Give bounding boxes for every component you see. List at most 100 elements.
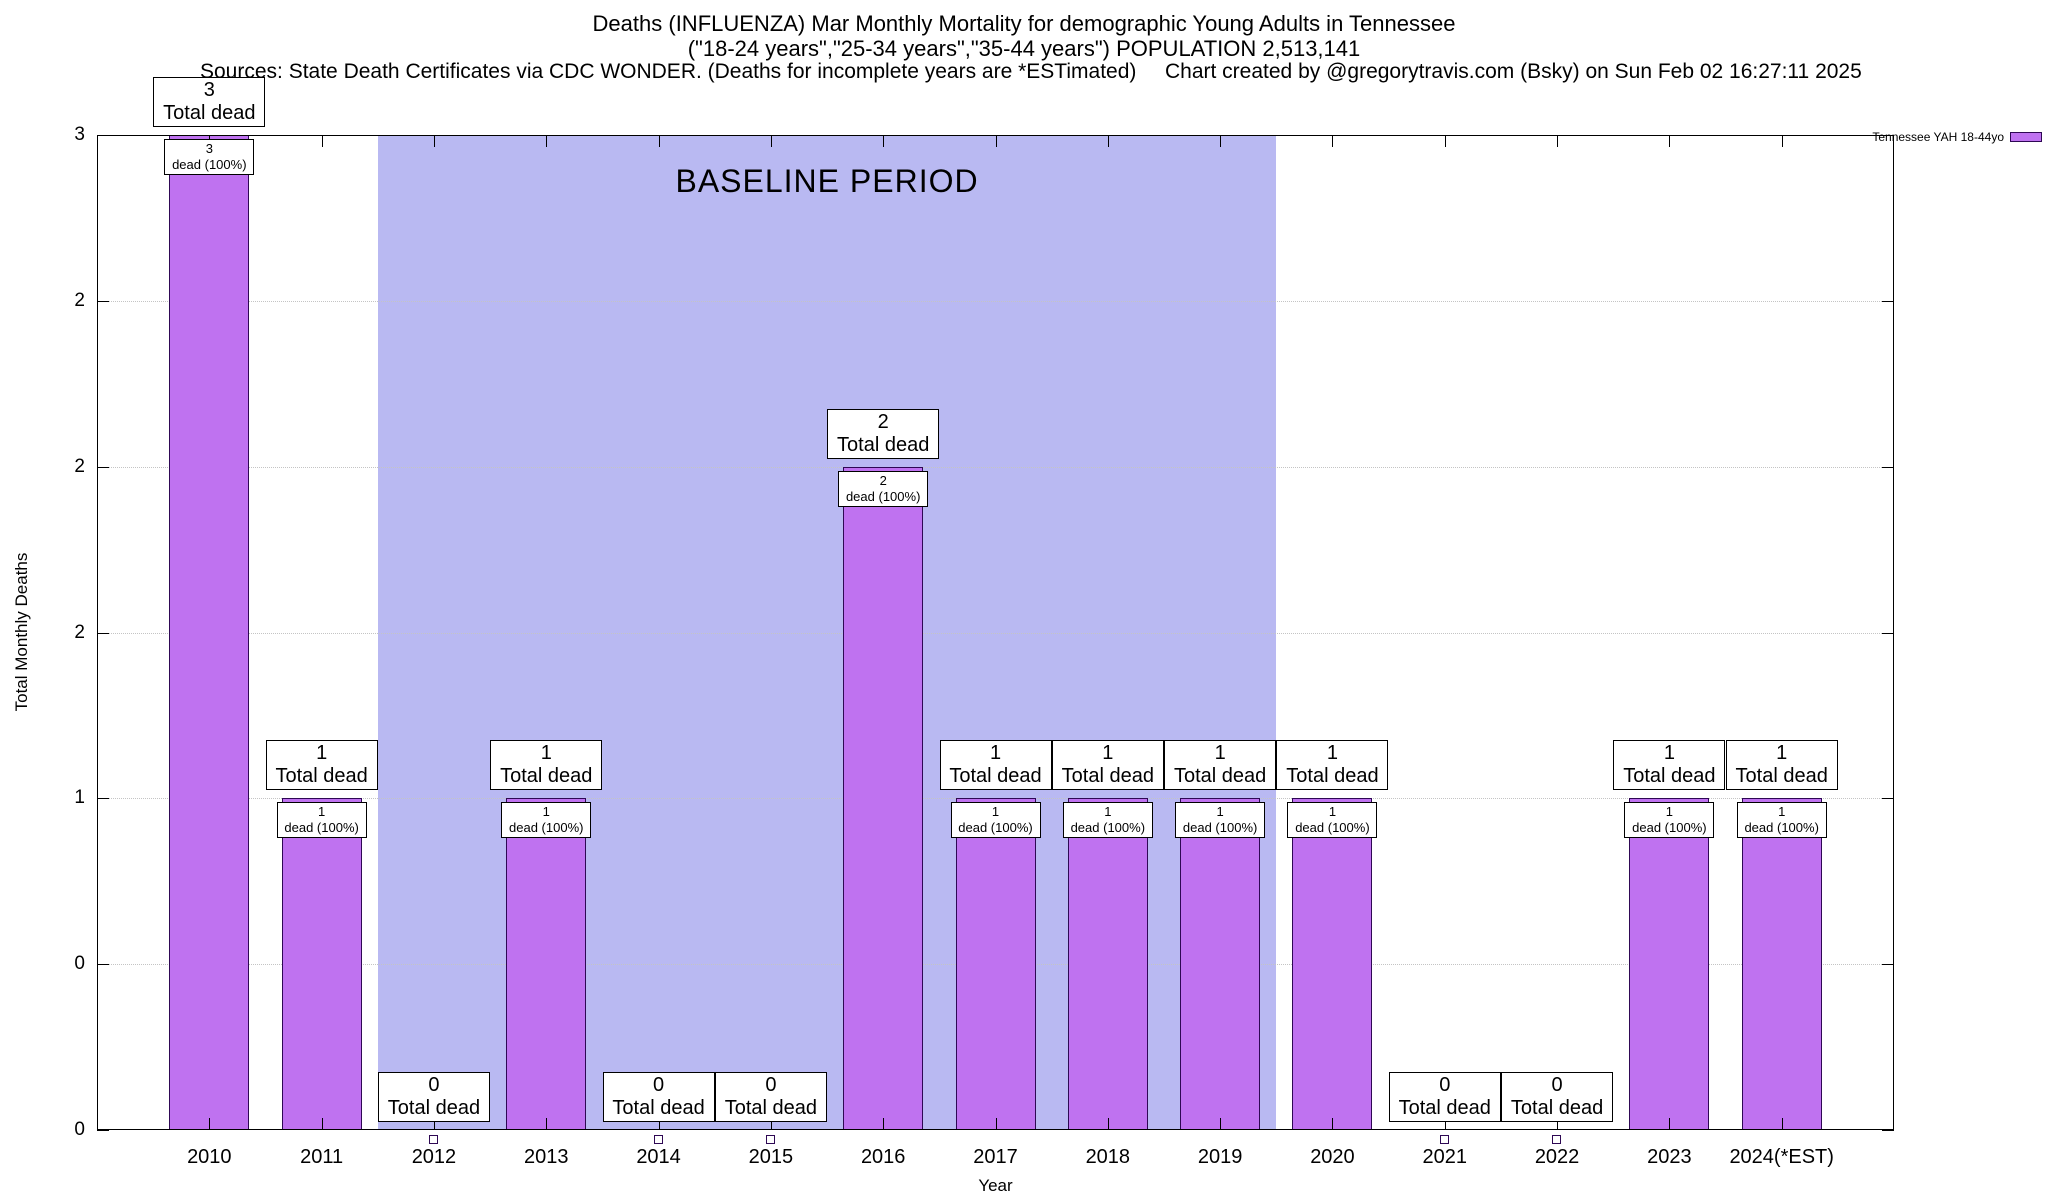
bar-total-value: 0 bbox=[1439, 1074, 1451, 1096]
x-axis-tick bbox=[995, 1118, 997, 1130]
y-axis-tick bbox=[1882, 632, 1894, 634]
y-axis-tick bbox=[97, 964, 109, 966]
bar-inner-label: 1 dead (100%) bbox=[501, 802, 592, 839]
bar-total-label: 1 Total dead bbox=[1164, 740, 1277, 791]
x-tick-label: 2021 bbox=[1422, 1146, 1468, 1168]
bar-total-value: 1 bbox=[1214, 742, 1226, 765]
x-tick-label: 2013 bbox=[524, 1146, 569, 1168]
bar bbox=[1741, 798, 1822, 1130]
bar-inner-label: 1 dead (100%) bbox=[1736, 802, 1827, 839]
bar-total-text: Total dead bbox=[1173, 765, 1267, 788]
bar-total-value: 1 bbox=[1102, 742, 1114, 765]
chart-sources-note: Sources: State Death Certificates via CD… bbox=[200, 60, 1137, 83]
bar-total-text: Total dead bbox=[1623, 765, 1716, 788]
x-axis-tick bbox=[546, 135, 548, 147]
x-axis-tick bbox=[658, 1118, 660, 1130]
bar bbox=[506, 798, 587, 1130]
x-axis-tick bbox=[1781, 1118, 1783, 1130]
bar-total-label: 1 Total dead bbox=[1613, 740, 1726, 791]
bar-total-label: 0 Total dead bbox=[602, 1072, 715, 1122]
x-axis-tick bbox=[321, 1118, 323, 1130]
x-axis-tick bbox=[1444, 135, 1446, 147]
x-tick-label: 2022 bbox=[1534, 1146, 1580, 1168]
bar-inner-text: dead (100%) bbox=[845, 488, 921, 504]
bar-total-label: 0 Total dead bbox=[377, 1072, 490, 1122]
bar-inner-label: 1 dead (100%) bbox=[1062, 802, 1153, 839]
x-tick-label: 2016 bbox=[860, 1146, 906, 1168]
x-axis-tick bbox=[433, 1118, 435, 1130]
y-axis-tick bbox=[1882, 964, 1894, 966]
bar-inner-text: dead (100%) bbox=[958, 820, 1033, 836]
x-axis-title: Year bbox=[978, 1176, 1013, 1195]
bar-total-label: 1 Total dead bbox=[1276, 740, 1389, 791]
zero-marker bbox=[765, 1135, 775, 1144]
x-tick-label: 2017 bbox=[973, 1146, 1018, 1168]
x-axis-tick bbox=[433, 135, 435, 147]
x-axis-tick bbox=[209, 1118, 211, 1130]
x-axis-tick bbox=[883, 135, 885, 147]
bar-inner-label: 1 dead (100%) bbox=[1624, 802, 1715, 839]
bar-total-value: 1 bbox=[1663, 742, 1675, 765]
x-tick-label: 2018 bbox=[1085, 1146, 1131, 1168]
bar-inner-value: 1 bbox=[1665, 804, 1673, 820]
y-tick-label: 2 bbox=[74, 621, 85, 643]
x-axis-tick bbox=[1557, 135, 1559, 147]
zero-marker bbox=[428, 1135, 438, 1144]
bar-inner-text: dead (100%) bbox=[172, 157, 247, 172]
bar-inner-label: 1 dead (100%) bbox=[276, 802, 367, 839]
bar bbox=[281, 798, 362, 1130]
bar-inner-value: 1 bbox=[318, 804, 326, 820]
bar-inner-value: 1 bbox=[1328, 804, 1337, 820]
bar-inner-text: dead (100%) bbox=[1182, 820, 1258, 836]
bar-inner-value: 1 bbox=[1778, 804, 1786, 820]
bar-total-label: 0 Total dead bbox=[1388, 1072, 1501, 1122]
bar-total-value: 1 bbox=[316, 742, 328, 765]
x-axis-tick bbox=[1220, 1118, 1222, 1130]
bar-total-value: 1 bbox=[1326, 742, 1338, 765]
y-axis-tick bbox=[1882, 135, 1894, 136]
y-tick-label: 0 bbox=[74, 1119, 85, 1140]
bar-total-label: 2 Total dead bbox=[827, 408, 940, 459]
x-axis-tick bbox=[1220, 135, 1222, 147]
bar-total-value: 0 bbox=[765, 1074, 777, 1096]
bar-total-label: 1 Total dead bbox=[1051, 740, 1164, 791]
y-axis-tick bbox=[1882, 798, 1894, 800]
bar-inner-value: 1 bbox=[1104, 804, 1112, 820]
y-tick-label: 2 bbox=[74, 455, 85, 477]
x-axis-tick bbox=[658, 135, 660, 147]
bar bbox=[843, 466, 924, 1130]
y-axis-tick bbox=[97, 1130, 109, 1131]
y-axis-tick bbox=[97, 300, 109, 302]
chart-title-line2: ("18-24 years","25-34 years","35-44 year… bbox=[687, 36, 1361, 61]
bar bbox=[1180, 798, 1261, 1130]
x-tick-label: 2015 bbox=[748, 1146, 794, 1168]
bar-total-label: 3 Total dead bbox=[153, 77, 266, 127]
y-tick-label: 0 bbox=[74, 953, 85, 975]
zero-marker bbox=[653, 1135, 663, 1144]
bar-total-text: Total dead bbox=[275, 765, 368, 788]
x-axis-tick bbox=[1444, 1118, 1446, 1130]
bar-total-label: 0 Total dead bbox=[714, 1072, 827, 1122]
x-axis-tick bbox=[1332, 135, 1334, 147]
x-tick-label: 2012 bbox=[411, 1146, 457, 1168]
bar-inner-label: 1 dead (100%) bbox=[1175, 802, 1266, 839]
bar-inner-text: dead (100%) bbox=[509, 820, 584, 836]
bar-total-value: 0 bbox=[1551, 1074, 1563, 1096]
bar-inner-label: 2 dead (100%) bbox=[838, 470, 929, 507]
x-axis-tick bbox=[1669, 135, 1671, 147]
gridline bbox=[97, 632, 1894, 634]
x-axis-tick bbox=[1107, 1118, 1109, 1130]
bar-inner-label: 3 dead (100%) bbox=[164, 139, 255, 175]
y-axis-tick bbox=[1882, 466, 1894, 468]
bar-total-text: Total dead bbox=[612, 1097, 705, 1119]
y-axis-tick bbox=[97, 135, 109, 136]
x-tick-label: 2019 bbox=[1197, 1146, 1243, 1168]
bar-total-label: 1 Total dead bbox=[265, 740, 378, 791]
x-axis-tick bbox=[1781, 135, 1783, 147]
x-axis-tick bbox=[770, 1118, 772, 1130]
x-axis-tick bbox=[546, 1118, 548, 1130]
bar bbox=[1292, 798, 1373, 1130]
bar-total-value: 1 bbox=[989, 742, 1002, 765]
bar-inner-text: dead (100%) bbox=[284, 820, 359, 836]
